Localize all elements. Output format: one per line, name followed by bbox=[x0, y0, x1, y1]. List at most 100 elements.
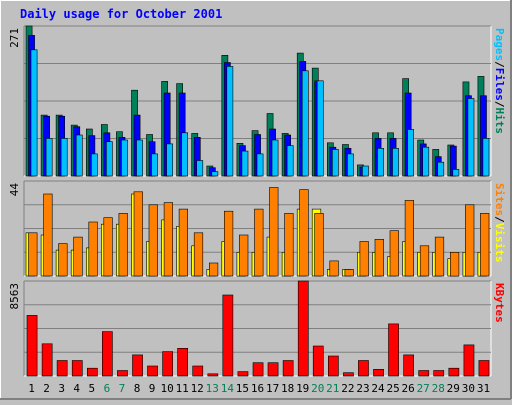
x-tick-label-day-22: 22 bbox=[341, 382, 354, 395]
x-tick-label-day-26: 26 bbox=[401, 382, 414, 395]
bar-kbytes-day-5 bbox=[87, 367, 98, 377]
x-tick-label-day-3: 3 bbox=[58, 382, 65, 395]
bar-kbytes-day-24 bbox=[373, 368, 384, 377]
bar-kbytes-day-16 bbox=[252, 362, 264, 377]
legend-entry: Hits bbox=[493, 108, 506, 135]
bar-pages-day-23 bbox=[362, 165, 369, 177]
bar-kbytes-day-1 bbox=[26, 315, 38, 377]
panel-kbytes: 8563 KBytes bbox=[8, 280, 506, 377]
bar-kbytes-day-23 bbox=[358, 360, 369, 377]
bar-kbytes-day-9 bbox=[147, 365, 158, 377]
x-tick-label-day-5: 5 bbox=[88, 382, 95, 395]
bar-kbytes-day-29 bbox=[448, 367, 460, 377]
x-tick-label-day-19: 19 bbox=[296, 382, 309, 395]
legend-entry: / bbox=[493, 61, 506, 68]
bar-kbytes-day-25 bbox=[388, 323, 399, 377]
x-tick-label-day-7: 7 bbox=[119, 382, 126, 395]
bar-pages-day-25 bbox=[392, 148, 399, 177]
bar-sites-day-6 bbox=[103, 217, 113, 277]
bar-sites-day-30 bbox=[465, 204, 475, 277]
legend-entry: Pages bbox=[493, 28, 506, 61]
bar-sites-day-1 bbox=[28, 232, 38, 277]
legend-entry: / bbox=[493, 216, 506, 223]
bar-sites-day-11 bbox=[178, 208, 189, 277]
bar-pages-day-2 bbox=[45, 138, 53, 177]
bar-sites-day-27 bbox=[419, 245, 430, 277]
bar-pages-day-7 bbox=[121, 139, 128, 177]
bar-kbytes-day-13 bbox=[207, 373, 219, 377]
bar-kbytes-day-19 bbox=[297, 280, 309, 377]
panel-sites-visits: 44 Sites/Visits bbox=[8, 180, 506, 277]
bar-pages-day-5 bbox=[91, 153, 98, 177]
bar-pages-day-26 bbox=[407, 129, 415, 177]
bar-pages-day-4 bbox=[75, 134, 83, 177]
bar-pages-day-6 bbox=[106, 141, 113, 177]
bar-sites-day-2 bbox=[43, 193, 53, 277]
x-tick-label-day-17: 17 bbox=[266, 382, 279, 395]
bar-sites-day-8 bbox=[133, 191, 143, 277]
legend-entry: Sites bbox=[493, 183, 506, 216]
bar-pages-day-10 bbox=[166, 143, 174, 177]
bar-sites-day-9 bbox=[148, 204, 158, 277]
bar-kbytes-day-3 bbox=[56, 360, 68, 377]
bar-kbytes-day-30 bbox=[463, 344, 475, 377]
legend-entry: Files bbox=[493, 68, 506, 101]
bar-pages-day-19 bbox=[301, 70, 309, 177]
bar-pages-day-31 bbox=[482, 138, 490, 177]
x-tick-label-day-8: 8 bbox=[134, 382, 141, 395]
bar-pages-day-18 bbox=[286, 145, 294, 177]
bar-kbytes-day-20 bbox=[312, 345, 324, 377]
bar-sites-day-19 bbox=[299, 189, 309, 277]
x-tick-label-day-6: 6 bbox=[104, 382, 111, 395]
bar-sites-day-28 bbox=[434, 236, 445, 277]
x-tick-label-day-20: 20 bbox=[311, 382, 324, 395]
bar-kbytes-day-7 bbox=[117, 370, 128, 377]
x-tick-label-day-24: 24 bbox=[371, 382, 385, 395]
bar-sites-day-4 bbox=[73, 236, 83, 277]
bar-pages-day-24 bbox=[377, 148, 384, 177]
bar-pages-day-3 bbox=[60, 138, 68, 177]
x-tick-label-day-18: 18 bbox=[281, 382, 294, 395]
bar-pages-day-14 bbox=[226, 66, 234, 177]
bar-sites-day-26 bbox=[404, 200, 415, 277]
bar-pages-day-1 bbox=[30, 49, 38, 177]
bar-pages-day-27 bbox=[422, 146, 430, 177]
bar-sites-day-13 bbox=[209, 262, 219, 277]
bar-kbytes-day-14 bbox=[222, 294, 234, 377]
bar-sites-day-15 bbox=[239, 234, 249, 277]
bar-pages-day-17 bbox=[271, 139, 279, 177]
x-tick-label-day-29: 29 bbox=[447, 382, 460, 395]
bar-pages-day-21 bbox=[331, 149, 339, 177]
bar-pages-day-28 bbox=[437, 161, 445, 177]
bar-sites-day-3 bbox=[58, 243, 68, 277]
x-tick-label-day-16: 16 bbox=[251, 382, 264, 395]
panel-hits-files-pages: 271 Pages/Files/Hits bbox=[8, 25, 506, 177]
y-max-label: 271 bbox=[8, 28, 21, 48]
bar-pages-day-8 bbox=[136, 139, 143, 177]
bar-pages-day-20 bbox=[316, 80, 324, 177]
bar-sites-day-25 bbox=[389, 230, 399, 277]
chart-title: Daily usage for October 2001 bbox=[20, 7, 222, 21]
bar-kbytes-day-18 bbox=[282, 360, 294, 377]
bar-pages-day-9 bbox=[151, 153, 158, 177]
bar-kbytes-day-2 bbox=[41, 343, 53, 377]
x-tick-label-day-12: 12 bbox=[191, 382, 204, 395]
x-tick-label-day-1: 1 bbox=[28, 382, 35, 395]
bar-sites-day-31 bbox=[480, 213, 490, 277]
bar-sites-day-22 bbox=[344, 269, 354, 277]
y-axis-legend: Sites/Visits bbox=[493, 183, 506, 263]
bar-sites-day-18 bbox=[284, 213, 294, 277]
x-tick-label-day-21: 21 bbox=[326, 382, 339, 395]
legend-entry: Visits bbox=[493, 223, 506, 263]
x-tick-label-day-4: 4 bbox=[73, 382, 80, 395]
bar-kbytes-day-31 bbox=[478, 360, 490, 377]
x-tick-label-day-10: 10 bbox=[160, 382, 173, 395]
bar-kbytes-day-12 bbox=[192, 365, 204, 377]
bar-kbytes-day-15 bbox=[237, 371, 249, 377]
bar-kbytes-day-10 bbox=[162, 351, 174, 377]
bar-kbytes-day-6 bbox=[102, 331, 113, 377]
x-tick-label-day-14: 14 bbox=[221, 382, 235, 395]
x-tick-label-day-25: 25 bbox=[386, 382, 399, 395]
